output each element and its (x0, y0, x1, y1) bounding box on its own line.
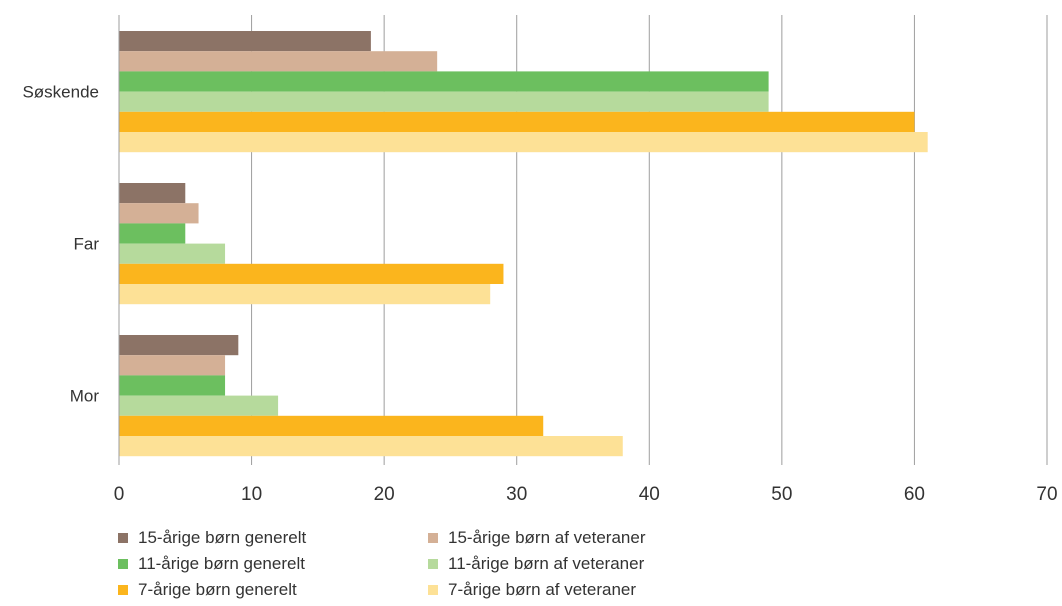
bar (119, 355, 226, 376)
x-tick-label: 70 (1036, 484, 1057, 505)
bar (119, 203, 199, 224)
bar (119, 395, 279, 416)
legend-swatch (428, 585, 438, 595)
legend-item: 11-årige børn af veteraner (428, 554, 738, 574)
legend-swatch (118, 585, 128, 595)
x-tick-label: 10 (241, 484, 262, 505)
category-label: Søskende (22, 83, 99, 102)
x-tick-label: 30 (506, 484, 527, 505)
category-label: Far (74, 235, 100, 254)
legend-item: 15-årige børn af veteraner (428, 528, 738, 548)
bar (119, 243, 226, 264)
legend-label: 11-årige børn generelt (138, 554, 305, 573)
bar (119, 91, 769, 112)
x-tick-label: 20 (374, 484, 395, 505)
x-tick-label: 60 (904, 484, 925, 505)
x-tick-label: 40 (639, 484, 660, 505)
bar (119, 31, 371, 52)
bar (119, 375, 226, 396)
bar (119, 71, 769, 92)
legend-label: 15-årige børn generelt (138, 528, 307, 547)
bar (119, 51, 438, 72)
legend-label: 7-årige børn af veteraner (448, 580, 637, 599)
category-label: Mor (70, 387, 100, 406)
legend-swatch (118, 533, 128, 543)
legend-item: 7-årige børn af veteraner (428, 580, 738, 600)
legend-swatch (118, 559, 128, 569)
legend-item: 15-årige børn generelt (118, 528, 428, 548)
legend-label: 11-årige børn af veteraner (448, 554, 645, 573)
bar (119, 415, 544, 436)
legend-label: 7-årige børn generelt (138, 580, 297, 599)
bar (119, 132, 928, 153)
bar (119, 263, 504, 284)
chart-plot: Søskende Far Mor 0 10 20 30 40 50 60 70 (22, 15, 1058, 505)
bar (119, 436, 623, 457)
legend-item: 7-årige børn generelt (118, 580, 428, 600)
legend-swatch (428, 559, 438, 569)
x-tick-label: 0 (114, 484, 125, 505)
legend-item: 11-årige børn generelt (118, 554, 428, 574)
bar (119, 284, 491, 305)
chart-legend: 15-årige børn generelt 15-årige børn af v… (118, 528, 738, 600)
bar (119, 335, 239, 356)
bar (119, 223, 186, 244)
bar (119, 111, 915, 132)
bar (119, 183, 186, 204)
legend-swatch (428, 533, 438, 543)
legend-label: 15-årige børn af veteraner (448, 528, 646, 547)
x-tick-label: 50 (771, 484, 792, 505)
